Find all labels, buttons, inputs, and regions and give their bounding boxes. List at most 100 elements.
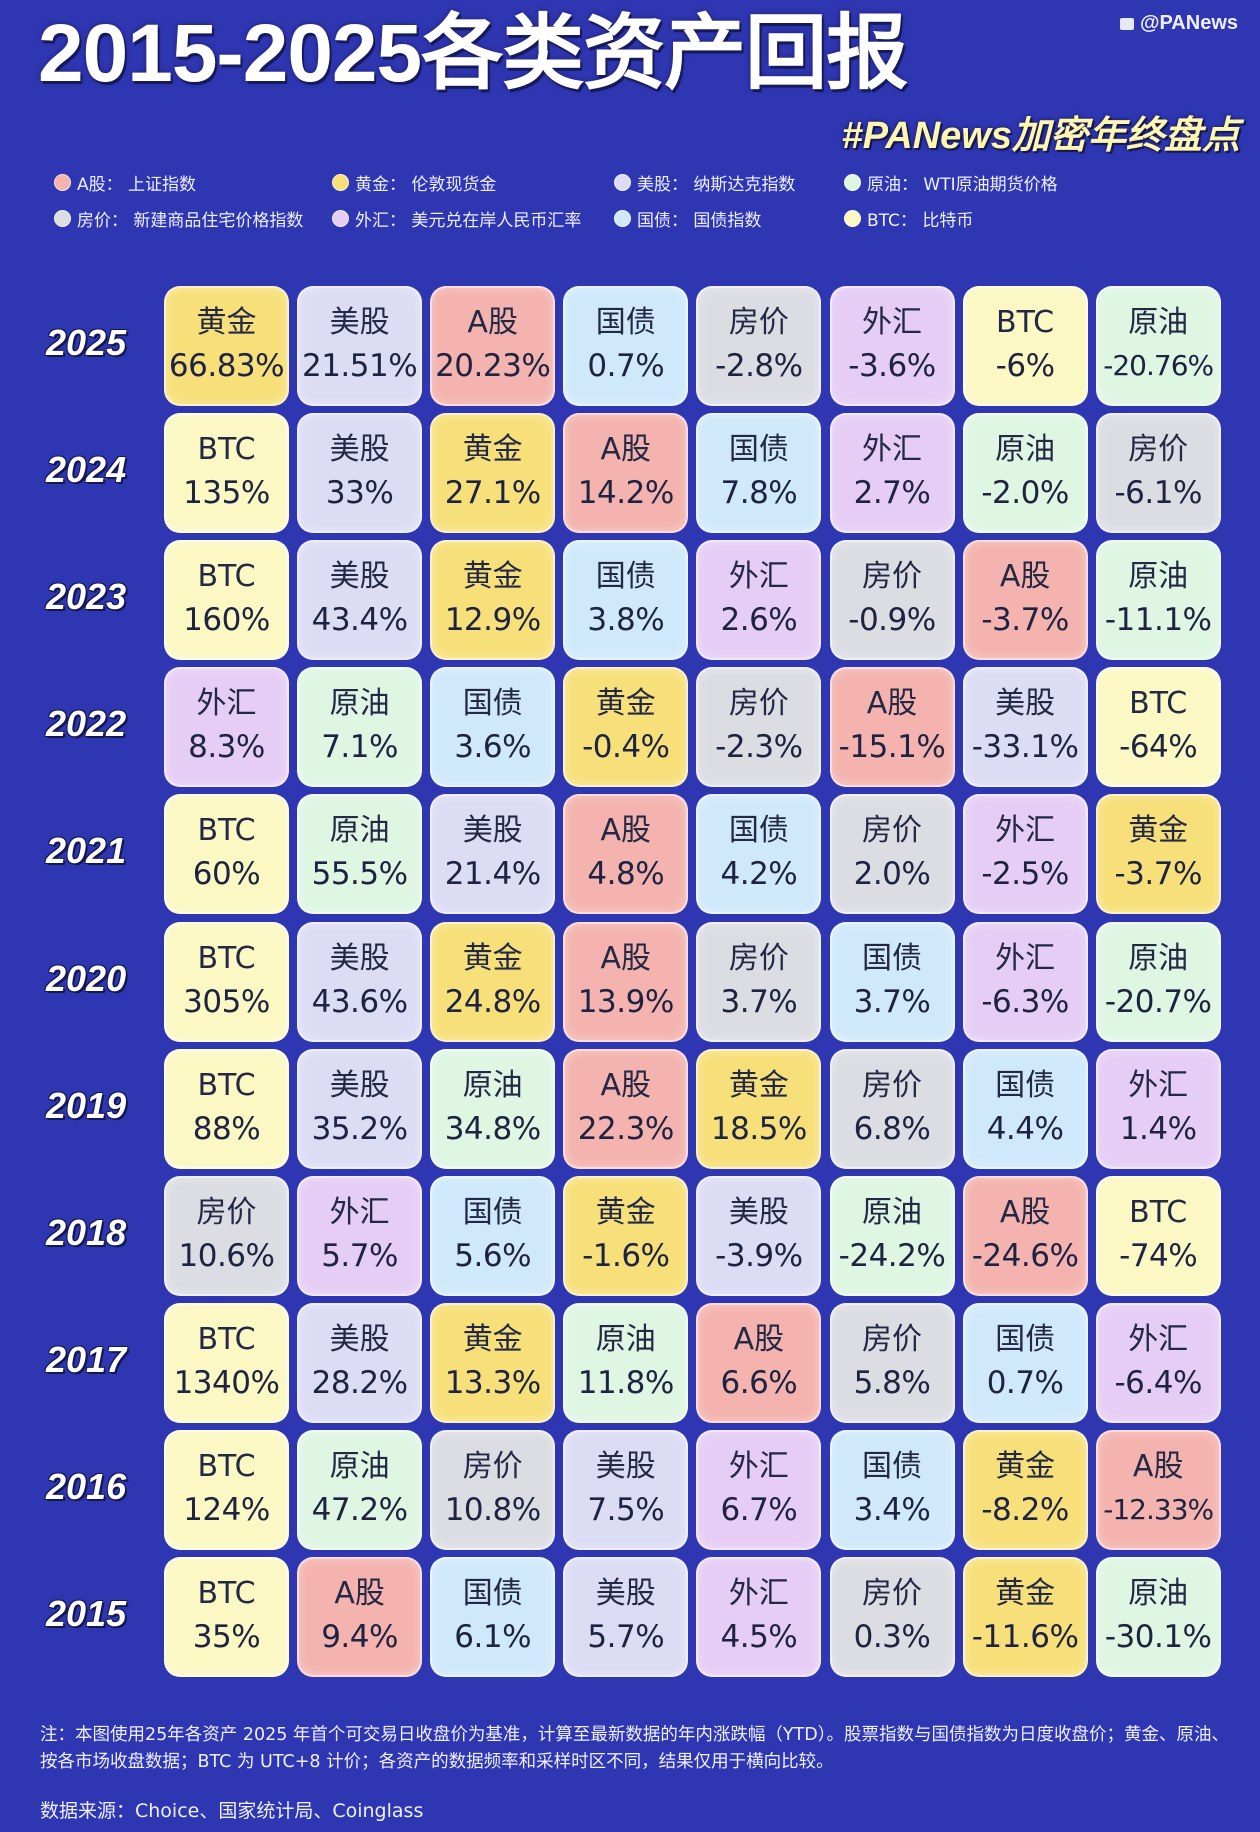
asset-return-card: A股 20.23% [430, 286, 556, 406]
asset-name: 房价 [196, 1194, 257, 1230]
asset-return-card: 外汇 -6.4% [1095, 1302, 1221, 1423]
asset-name: 黄金 [462, 559, 523, 595]
asset-return-value: 47.2% [311, 1491, 408, 1528]
asset-name: 美股 [462, 813, 523, 849]
asset-return-card: BTC 1340% [164, 1302, 289, 1423]
year-label: 2018 [46, 1211, 127, 1253]
asset-return-value: 0.7% [587, 348, 665, 384]
asset-return-value: 7.1% [321, 729, 398, 766]
asset-return-value: -12.33% [1103, 1492, 1214, 1526]
asset-return-card: BTC 305% [164, 921, 289, 1042]
asset-return-value: 21.4% [444, 856, 541, 893]
asset-name: BTC [197, 813, 256, 849]
asset-return-card: 外汇 -2.5% [962, 794, 1088, 915]
asset-return-value: 135% [183, 475, 270, 512]
legend-label: A股： 上证指数 [77, 175, 197, 195]
asset-return-value: 60% [192, 856, 261, 893]
asset-return-card: 原油 -11.1% [1095, 540, 1221, 661]
asset-return-value: -3.7% [981, 602, 1069, 639]
asset-name: 原油 [1128, 1576, 1189, 1611]
asset-return-card: 黄金 27.1% [430, 413, 556, 534]
asset-return-card: A股 -24.6% [962, 1175, 1088, 1296]
asset-name: A股 [866, 686, 918, 722]
asset-name: BTC [197, 1448, 256, 1484]
asset-return-value: 1340% [173, 1364, 280, 1401]
asset-name: A股 [600, 1067, 652, 1103]
asset-return-card: A股 -3.7% [962, 540, 1088, 661]
asset-return-value: 2.7% [853, 475, 931, 512]
asset-return-card: 原油 -24.2% [829, 1175, 955, 1296]
asset-return-card: 原油 34.8% [430, 1048, 556, 1169]
asset-return-value: 160% [183, 602, 270, 639]
asset-return-card: 外汇 1.4% [1095, 1048, 1221, 1169]
asset-return-card: 黄金 12.9% [430, 540, 556, 661]
asset-return-card: 房价 2.0% [829, 794, 955, 915]
legend-color-dot-icon [54, 210, 71, 227]
legend-item: 国债： 国债指数 [614, 206, 761, 231]
asset-name: BTC [1129, 1194, 1188, 1230]
asset-return-value: -3.7% [1114, 856, 1202, 893]
asset-return-card: BTC -74% [1095, 1175, 1221, 1296]
asset-name: 房价 [1128, 432, 1189, 468]
asset-return-value: 43.4% [311, 602, 408, 639]
asset-return-card: 原油 -20.76% [1095, 286, 1221, 406]
asset-return-value: 5.6% [454, 1237, 532, 1274]
asset-return-value: 7.5% [587, 1491, 665, 1528]
page-title: 2015-2025各类资产回报 [38, 8, 908, 99]
legend-label: 外汇： 美元兑在岸人民币汇率 [355, 211, 582, 231]
asset-name: 原油 [1128, 305, 1189, 340]
legend-label: 房价： 新建商品住宅价格指数 [77, 211, 304, 231]
asset-return-card: BTC -64% [1095, 667, 1221, 788]
asset-return-card: 美股 -3.9% [696, 1175, 822, 1296]
asset-name: 外汇 [862, 305, 922, 340]
asset-return-value: 6.6% [720, 1364, 798, 1401]
legend-item: 房价： 新建商品住宅价格指数 [54, 206, 303, 231]
asset-return-card: 国债 0.7% [563, 286, 689, 406]
asset-return-card: 国债 3.6% [430, 667, 556, 788]
asset-return-card: 美股 33% [297, 413, 423, 534]
asset-name: 外汇 [995, 813, 1056, 849]
asset-return-card: 国债 6.1% [430, 1557, 556, 1677]
asset-return-value: 9.4% [321, 1619, 398, 1655]
asset-return-value: -11.6% [971, 1619, 1079, 1655]
asset-name: 美股 [995, 686, 1056, 722]
asset-return-card: 国债 4.2% [696, 794, 822, 915]
asset-return-card: 外汇 6.7% [696, 1429, 822, 1550]
asset-return-value: 5.8% [853, 1364, 931, 1401]
asset-name: 原油 [595, 1321, 656, 1357]
year-label: 2016 [46, 1465, 127, 1507]
asset-name: 房价 [862, 813, 922, 849]
asset-return-value: 4.8% [587, 856, 665, 893]
asset-return-value: 124% [183, 1491, 270, 1528]
asset-return-card: BTC 135% [164, 413, 289, 534]
asset-return-card: 原油 11.8% [563, 1302, 689, 1423]
asset-name: BTC [1129, 686, 1188, 722]
asset-name: 黄金 [595, 686, 656, 722]
asset-name: BTC [996, 305, 1055, 340]
asset-return-card: 美股 21.51% [297, 286, 423, 406]
asset-return-value: 2.0% [853, 856, 931, 893]
asset-return-card: BTC 35% [164, 1557, 289, 1677]
asset-name: 黄金 [995, 1448, 1056, 1484]
asset-name: 国债 [728, 813, 789, 849]
panews-logo-icon [1119, 17, 1134, 30]
asset-name: 外汇 [1128, 1321, 1189, 1357]
asset-return-card: BTC 124% [164, 1429, 289, 1550]
asset-return-value: -2.0% [981, 475, 1069, 512]
asset-name: 美股 [329, 559, 390, 595]
asset-return-value: 5.7% [587, 1619, 665, 1655]
watermark: @PANews [1119, 12, 1238, 35]
asset-name: 原油 [1128, 940, 1189, 976]
asset-return-value: -2.8% [715, 348, 803, 384]
asset-return-value: 66.83% [168, 348, 285, 384]
asset-return-value: -2.5% [981, 856, 1069, 893]
asset-return-value: -6.4% [1114, 1364, 1202, 1401]
asset-name: BTC [197, 1576, 256, 1611]
asset-return-value: 21.51% [301, 348, 418, 384]
asset-return-card: A股 6.6% [696, 1302, 822, 1423]
asset-name: BTC [197, 432, 256, 468]
asset-name: 黄金 [1128, 813, 1189, 849]
asset-return-value: 6.1% [454, 1619, 532, 1655]
asset-return-card: 房价 -2.3% [696, 667, 822, 788]
asset-return-card: 原油 55.5% [297, 794, 423, 915]
